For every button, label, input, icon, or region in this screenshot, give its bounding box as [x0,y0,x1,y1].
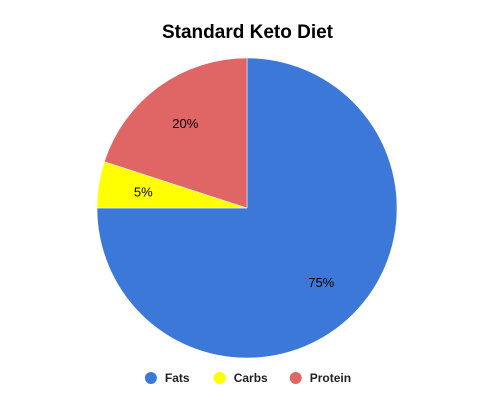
legend-item-carbs[interactable]: Carbs [213,371,268,385]
legend-marker-protein [289,372,302,384]
pie-slice-protein[interactable] [104,57,248,209]
slice-label-carbs: 5% [134,185,153,200]
legend-label-carbs: Carbs [234,371,268,385]
legend-marker-carbs [213,372,226,384]
legend: Fats Carbs Protein [144,371,351,385]
legend-label-fats: Fats [165,371,190,385]
slice-label-fats: 75% [308,275,334,290]
legend-item-protein[interactable]: Protein [289,371,351,385]
pie-slice-fats[interactable] [96,57,398,359]
pie-slice-labels: 75% 5% 20% [134,116,335,290]
legend-label-protein: Protein [310,371,351,385]
pie-slices [96,57,398,359]
chart-title: Standard Keto Diet [162,22,334,43]
slice-label-protein: 20% [172,116,198,131]
legend-item-fats[interactable]: Fats [144,371,190,385]
legend-marker-fats [144,372,157,384]
